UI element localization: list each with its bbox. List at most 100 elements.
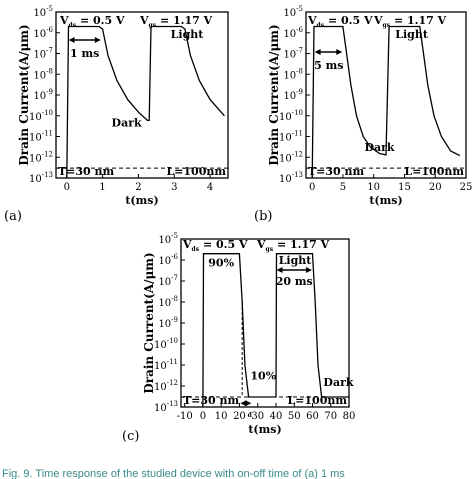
period-label: 1 ms [70,47,99,60]
x-tick-label: 40 [270,411,283,422]
panel-label: (a) [4,209,22,224]
x-tick-label: 25 [460,182,473,193]
fall-time-arrow-head-right [245,400,252,407]
fall-time-subscript: d [248,412,253,419]
y-tick-label: 10-13 [279,171,303,185]
ten-percent-label: 10% [250,370,276,383]
panel-label: (c) [122,429,139,444]
y-tick-exponent: -8 [296,67,303,75]
y-tick-exponent: -13 [292,171,303,179]
thickness-label: T=30 nm [58,165,115,178]
dark-label: Dark [112,117,142,130]
figure-caption: Fig. 9. Time response of the studied dev… [2,468,345,479]
period-arrow-head-left [68,37,75,43]
y-tick-label: 10-9 [283,88,303,102]
y-tick-exponent: -7 [46,47,53,55]
y-tick-base: 10 [33,91,46,102]
panel-label: (b) [254,209,272,224]
vds-label-symbol: V [182,238,192,251]
y-tick-exponent: -6 [46,26,53,34]
y-tick-base: 10 [33,8,46,19]
x-tick-label: 70 [324,411,337,422]
y-tick-exponent: -13 [42,171,53,179]
y-tick-exponent: -12 [42,150,53,158]
y-tick-exponent: -8 [46,67,53,75]
x-tick-label: 50 [288,411,301,422]
y-tick-base: 10 [279,174,292,185]
y-tick-exponent: -12 [167,379,178,387]
drain-current-series [311,25,461,179]
y-tick-base: 10 [283,29,296,40]
length-label: L=100nm [404,165,464,178]
dark-label: Dark [364,141,394,154]
vgs-label-symbol: V [139,14,149,27]
y-tick-label: 10-8 [33,67,53,81]
fall-time-arrow-head-left [240,400,247,407]
chart-panel-0: 10-510-610-710-810-910-1010-1110-1210-13… [4,5,229,224]
y-tick-label: 10-7 [158,274,178,288]
vgs-label: Vgs = 1.17 V [373,14,447,29]
y-tick-exponent: -7 [296,47,303,55]
x-tick-label: 2 [135,182,141,193]
length-label: L=100nm [287,394,347,407]
y-tick-base: 10 [279,133,292,144]
y-tick-exponent: -9 [171,316,178,324]
period-arrow-head-left [276,267,283,273]
y-tick-exponent: -12 [292,150,303,158]
x-tick-label: 3 [171,182,177,193]
y-tick-base: 10 [154,361,167,372]
vds-label: Vds = 0.5 V [59,14,125,29]
y-tick-base: 10 [283,8,296,19]
vds-label-value: = 0.5 V [199,238,248,251]
y-tick-label: 10-7 [283,47,303,61]
y-tick-base: 10 [29,153,42,164]
y-tick-exponent: -11 [167,358,178,366]
vgs-label: Vgs = 1.17 V [256,238,330,253]
y-tick-exponent: -10 [292,109,303,117]
y-tick-exponent: -6 [296,26,303,34]
x-tick-label: 10 [215,411,228,422]
y-tick-label: 10-9 [33,88,53,102]
y-tick-base: 10 [158,298,171,309]
y-tick-exponent: -8 [171,295,178,303]
x-tick-label: 60 [306,411,319,422]
vgs-label-symbol: V [256,238,266,251]
vds-label-subscript: ds [192,246,200,253]
y-tick-base: 10 [158,235,171,246]
y-tick-exponent: -10 [167,337,178,345]
y-tick-base: 10 [33,70,46,81]
length-label: L=100nm [166,165,226,178]
y-tick-base: 10 [283,70,296,81]
thickness-label: T=30 nm [183,394,240,407]
period-arrow-head-right [305,267,312,273]
dark-label: Dark [323,376,353,389]
y-tick-label: 10-5 [283,5,303,19]
y-tick-label: 10-8 [283,67,303,81]
y-tick-label: 10-12 [279,150,303,164]
y-tick-exponent: -9 [296,88,303,96]
y-tick-exponent: -5 [46,5,53,13]
x-tick-label: 20 [233,411,246,422]
y-tick-label: 10-10 [29,109,53,123]
vgs-label-value: = 1.17 V [273,238,329,251]
y-tick-label: 10-10 [279,109,303,123]
y-tick-label: 10-7 [33,47,53,61]
chart-panel-2: 10-510-610-710-810-910-1010-1110-1210-13… [122,232,355,444]
x-tick-label: 30 [251,411,264,422]
y-axis-label: Drain Current(A/μm) [142,252,156,393]
y-tick-base: 10 [158,319,171,330]
vds-label: Vds = 0.5 V [182,238,248,253]
vds-label-value: = 0.5 V [76,14,125,27]
vgs-label-value: = 1.17 V [390,14,446,27]
light-label: Light [395,28,429,41]
x-tick-label: 5 [340,182,346,193]
drain-current-series [66,25,225,179]
y-tick-label: 10-5 [158,232,178,246]
y-tick-base: 10 [158,277,171,288]
y-tick-base: 10 [158,256,171,267]
y-tick-base: 10 [29,174,42,185]
chart-panel-1: 10-510-610-710-810-910-1010-1110-1210-13… [254,5,472,224]
y-tick-base: 10 [154,382,167,393]
y-tick-base: 10 [33,50,46,61]
